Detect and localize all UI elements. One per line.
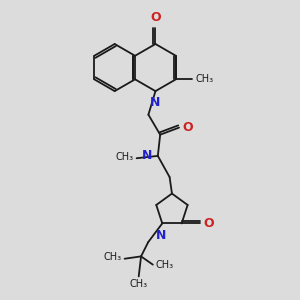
- Text: O: O: [150, 11, 161, 24]
- Text: O: O: [182, 121, 193, 134]
- Text: N: N: [142, 149, 152, 162]
- Text: CH₃: CH₃: [116, 152, 134, 162]
- Text: CH₃: CH₃: [156, 260, 174, 270]
- Text: N: N: [150, 96, 161, 110]
- Text: CH₃: CH₃: [103, 252, 122, 262]
- Text: CH₃: CH₃: [196, 74, 214, 84]
- Text: N: N: [156, 229, 166, 242]
- Text: O: O: [203, 217, 214, 230]
- Text: CH₃: CH₃: [130, 279, 148, 290]
